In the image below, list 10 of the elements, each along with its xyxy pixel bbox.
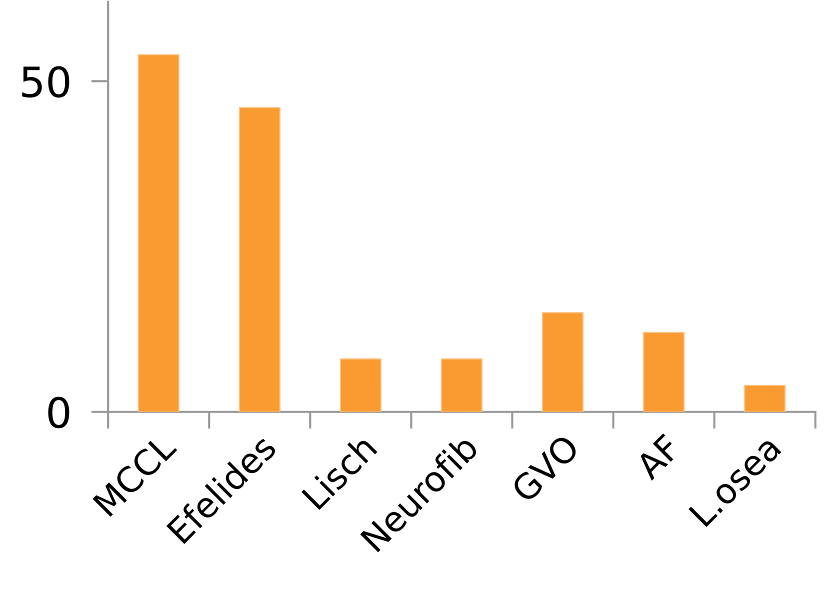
bar [744, 384, 786, 412]
bar [643, 332, 685, 412]
bar [340, 358, 382, 412]
y-tick-label: 0 [48, 396, 70, 428]
y-tick-label: 50 [22, 66, 70, 98]
bar [542, 312, 584, 412]
bar [440, 358, 482, 412]
x-tick-label: AF [634, 434, 682, 481]
bar [238, 107, 280, 412]
bar [138, 54, 180, 412]
